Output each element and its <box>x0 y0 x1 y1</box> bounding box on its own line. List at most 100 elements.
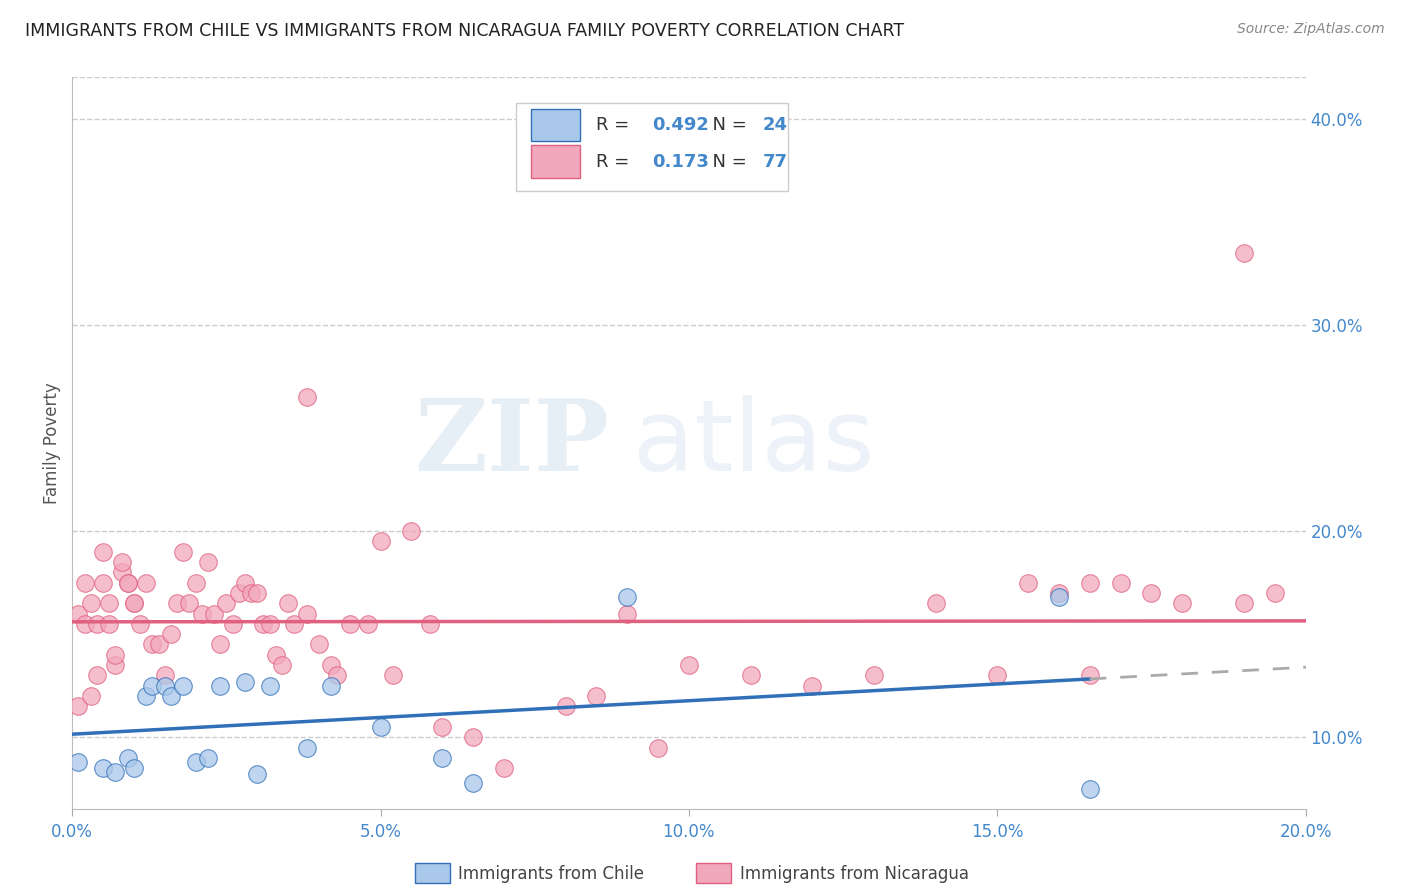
Point <box>98 616 121 631</box>
Text: R =: R = <box>596 153 636 170</box>
Point <box>246 586 269 600</box>
Point <box>122 596 145 610</box>
Point <box>678 658 700 673</box>
Point <box>160 689 183 703</box>
Point <box>197 555 219 569</box>
Point <box>135 689 157 703</box>
Point <box>252 616 274 631</box>
Point <box>172 679 194 693</box>
Point <box>401 524 423 538</box>
Point <box>419 616 441 631</box>
Point <box>321 658 343 673</box>
Point <box>1140 586 1163 600</box>
Point <box>98 596 121 610</box>
Text: Source: ZipAtlas.com: Source: ZipAtlas.com <box>1237 22 1385 37</box>
Point <box>924 596 946 610</box>
Point <box>246 767 269 781</box>
Point <box>308 638 330 652</box>
Point <box>104 658 127 673</box>
Point <box>86 616 108 631</box>
Point <box>179 596 201 610</box>
Point <box>153 668 176 682</box>
Point <box>1109 575 1132 590</box>
Text: 0.173: 0.173 <box>652 153 709 170</box>
Point <box>339 616 361 631</box>
Point <box>228 586 250 600</box>
Point <box>221 616 243 631</box>
Y-axis label: Family Poverty: Family Poverty <box>44 383 60 504</box>
Point <box>277 596 299 610</box>
Point <box>1017 575 1039 590</box>
Text: N =: N = <box>702 116 752 134</box>
Text: ZIP: ZIP <box>413 395 609 491</box>
Point <box>209 679 232 693</box>
Point <box>91 544 114 558</box>
Point <box>295 740 318 755</box>
Point <box>461 775 484 789</box>
Point <box>80 596 103 610</box>
Point <box>73 616 96 631</box>
Point <box>73 575 96 590</box>
Point <box>148 638 170 652</box>
Point <box>80 689 103 703</box>
Point <box>184 575 207 590</box>
Point <box>67 607 90 621</box>
Point <box>1078 668 1101 682</box>
Point <box>1264 586 1286 600</box>
Point <box>647 740 669 755</box>
Point <box>190 607 212 621</box>
Point <box>117 575 139 590</box>
Text: 0.492: 0.492 <box>652 116 709 134</box>
Point <box>381 668 404 682</box>
Text: N =: N = <box>702 153 752 170</box>
Point <box>264 648 287 662</box>
Point <box>172 544 194 558</box>
Point <box>1078 781 1101 796</box>
Point <box>585 689 607 703</box>
Point <box>370 534 392 549</box>
Point <box>129 616 152 631</box>
Point <box>117 575 139 590</box>
Point <box>67 755 90 769</box>
Point <box>110 555 132 569</box>
Point <box>1233 596 1256 610</box>
Text: IMMIGRANTS FROM CHILE VS IMMIGRANTS FROM NICARAGUA FAMILY POVERTY CORRELATION CH: IMMIGRANTS FROM CHILE VS IMMIGRANTS FROM… <box>25 22 904 40</box>
Text: Immigrants from Chile: Immigrants from Chile <box>458 865 644 883</box>
Point <box>370 720 392 734</box>
Point <box>153 679 176 693</box>
Point <box>117 751 139 765</box>
Point <box>122 596 145 610</box>
Point <box>616 607 638 621</box>
Point <box>863 668 886 682</box>
Point <box>554 699 576 714</box>
Point <box>740 668 762 682</box>
Point <box>270 658 292 673</box>
Point <box>1078 575 1101 590</box>
Point <box>295 390 318 404</box>
Text: 77: 77 <box>763 153 787 170</box>
Point <box>259 679 281 693</box>
Point <box>141 638 163 652</box>
Text: atlas: atlas <box>633 395 875 491</box>
FancyBboxPatch shape <box>531 145 581 178</box>
Point <box>67 699 90 714</box>
Point <box>110 566 132 580</box>
Point <box>215 596 238 610</box>
Point <box>240 586 263 600</box>
Point <box>616 590 638 604</box>
Point <box>1233 813 1256 827</box>
Point <box>432 751 454 765</box>
Point <box>209 638 232 652</box>
FancyBboxPatch shape <box>516 103 787 191</box>
Point <box>91 575 114 590</box>
Point <box>326 668 349 682</box>
Point <box>1233 245 1256 260</box>
Point <box>86 668 108 682</box>
Point <box>197 751 219 765</box>
Point <box>1047 586 1070 600</box>
Text: R =: R = <box>596 116 636 134</box>
Point <box>357 616 380 631</box>
Point <box>166 596 188 610</box>
Point <box>233 674 256 689</box>
Point <box>135 575 157 590</box>
